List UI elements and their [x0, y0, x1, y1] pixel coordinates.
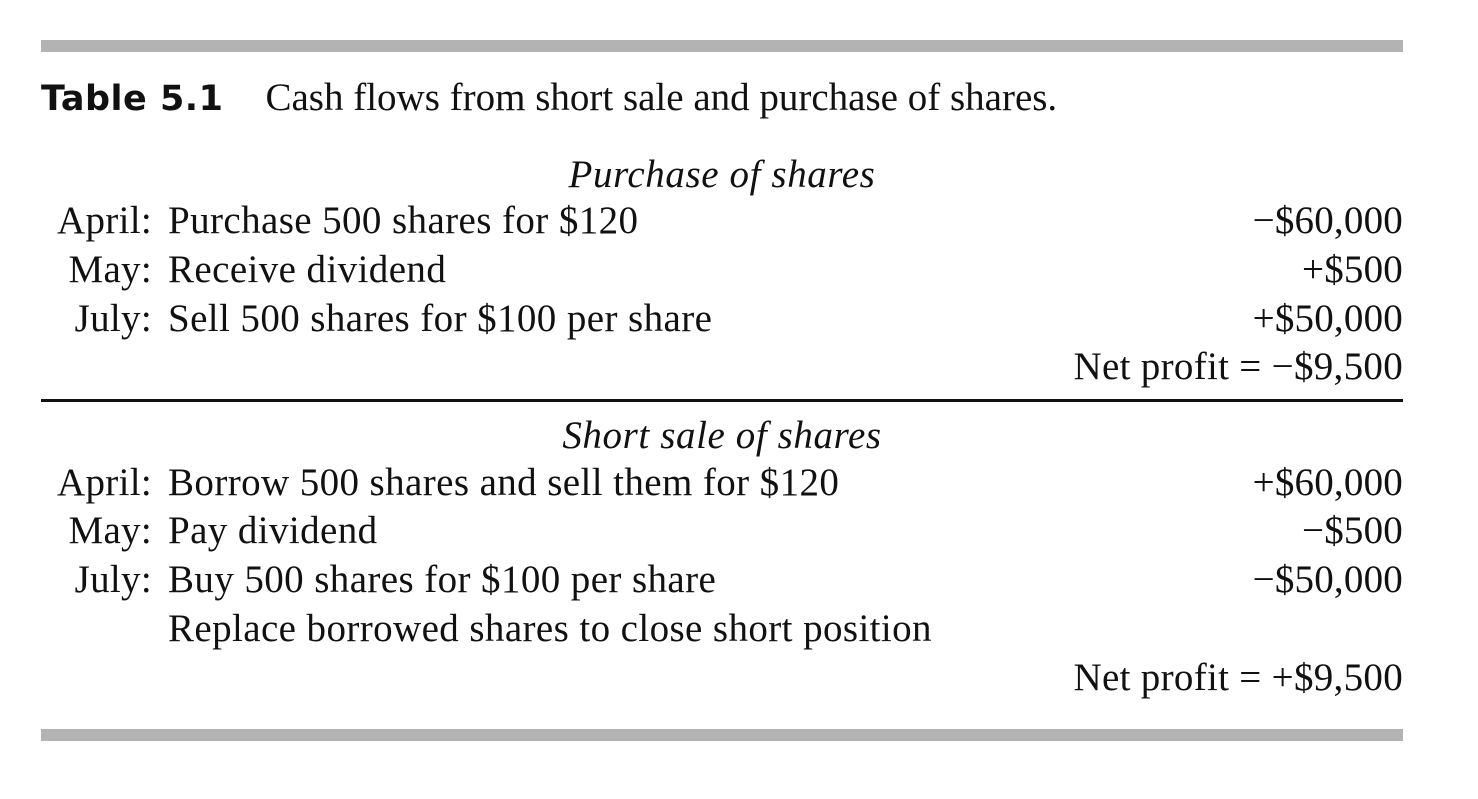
bottom-rule — [41, 729, 1403, 741]
section-heading-purchase: Purchase of shares — [568, 153, 876, 196]
row-month: May: — [68, 509, 152, 552]
row-description: Sell 500 shares for $100 per share — [168, 297, 713, 340]
section-divider — [41, 399, 1403, 402]
table-label: Table 5.1 — [41, 79, 224, 119]
table-row: Replace borrowed shares to close short p… — [0, 606, 1478, 652]
row-amount: +$60,000 — [1252, 461, 1403, 504]
row-description: Borrow 500 shares and sell them for $120 — [168, 461, 840, 504]
net-profit-short-sale: Net profit = +$9,500 — [1073, 656, 1403, 699]
table-row: July: Buy 500 shares for $100 per share … — [0, 557, 1478, 603]
row-month: May: — [68, 248, 152, 291]
table-title: Cash flows from short sale and purchase … — [265, 76, 1058, 119]
row-month: July: — [74, 558, 152, 601]
table-row: April: Purchase 500 shares for $120 −$60… — [0, 198, 1478, 244]
net-profit-purchase: Net profit = −$9,500 — [1073, 345, 1403, 388]
row-amount: +$50,000 — [1252, 297, 1403, 340]
row-amount: +$500 — [1302, 248, 1403, 291]
table-row: May: Receive dividend +$500 — [0, 247, 1478, 293]
table-caption: Table 5.1 Cash flows from short sale and … — [41, 78, 1057, 117]
row-description: Buy 500 shares for $100 per share — [168, 558, 717, 601]
row-amount: −$50,000 — [1252, 558, 1403, 601]
row-amount: −$60,000 — [1252, 199, 1403, 242]
row-month: July: — [74, 297, 152, 340]
row-amount: −$500 — [1302, 509, 1403, 552]
table-row: July: Sell 500 shares for $100 per share… — [0, 296, 1478, 342]
row-month: April: — [57, 199, 152, 242]
top-rule — [41, 40, 1403, 52]
row-description: Purchase 500 shares for $120 — [168, 199, 639, 242]
section-heading-short-sale: Short sale of shares — [562, 414, 882, 457]
row-description: Pay dividend — [168, 509, 378, 552]
row-month: April: — [57, 461, 152, 504]
row-description: Replace borrowed shares to close short p… — [168, 607, 932, 650]
net-profit-row: Net profit = −$9,500 — [0, 344, 1478, 390]
table-row: May: Pay dividend −$500 — [0, 508, 1478, 554]
net-profit-row: Net profit = +$9,500 — [0, 655, 1478, 701]
row-description: Receive dividend — [168, 248, 447, 291]
table-row: April: Borrow 500 shares and sell them f… — [0, 460, 1478, 506]
